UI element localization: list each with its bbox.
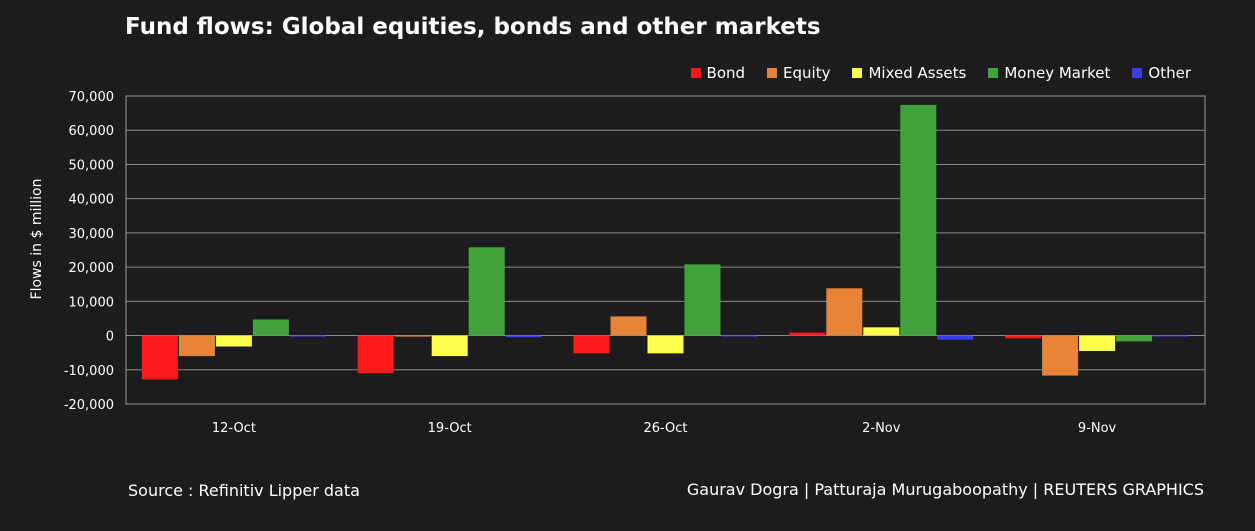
bar-money-market: [1116, 335, 1153, 342]
y-tick-label: 0: [106, 330, 114, 345]
legend-swatch: [690, 68, 701, 78]
legend-label: Money Market: [1004, 64, 1111, 82]
legend-label: Equity: [783, 64, 831, 82]
bar-other: [505, 335, 542, 338]
bar-equity: [610, 316, 647, 336]
legend-item: Equity: [767, 64, 830, 82]
y-tick-label: 20,000: [69, 261, 115, 276]
credit-line: Gaurav Dogra | Patturaja Murugaboopathy …: [686, 480, 1204, 499]
x-tick-label: 2-Nov: [862, 421, 901, 436]
bar-bond: [573, 335, 610, 354]
bar-mixed-assets: [863, 327, 900, 336]
bar-mixed-assets: [647, 335, 684, 354]
bar-other: [289, 335, 326, 337]
legend-item: Money Market: [988, 64, 1110, 82]
bar-money-market: [252, 319, 289, 336]
bar-bond: [141, 335, 178, 380]
y-axis-label: Flows in $ million: [29, 179, 45, 300]
legend-label: Mixed Assets: [868, 64, 967, 82]
bar-money-market: [684, 264, 721, 336]
source-note: Source : Refinitiv Lipper data: [128, 481, 360, 500]
bars: [141, 104, 1190, 380]
bar-mixed-assets: [1079, 335, 1116, 351]
bar-equity: [394, 335, 431, 337]
y-tick-label: 50,000: [69, 158, 115, 173]
legend-swatch: [852, 68, 863, 78]
legend-item: Other: [1132, 64, 1191, 82]
legend: Bond Equity Mixed Assets Money Market Other: [690, 64, 1191, 82]
y-tick-label: 40,000: [69, 193, 115, 208]
x-tick-label: 9-Nov: [1078, 421, 1117, 436]
y-tick-label: -20,000: [64, 398, 114, 413]
bar-bond: [357, 335, 394, 374]
x-tick-label: 12-Oct: [212, 421, 256, 436]
legend-swatch: [988, 68, 999, 78]
legend-label: Bond: [706, 64, 746, 82]
bar-money-market: [468, 247, 505, 336]
bar-equity: [1042, 335, 1079, 376]
y-tick-label: -10,000: [64, 364, 114, 379]
bar-bond: [1005, 335, 1042, 339]
bar-equity: [178, 335, 215, 357]
bar-mixed-assets: [215, 335, 252, 347]
axes: 70,000 60,000 50,000 40,000 30,000 20,000 10,0…: [64, 90, 1206, 436]
legend-label: Other: [1148, 64, 1191, 82]
bar-bond: [789, 332, 826, 336]
legend-swatch: [767, 68, 778, 78]
chart-title: Fund flows: Global equities, bonds and o…: [125, 14, 821, 40]
bar-equity: [826, 288, 863, 336]
bar-money-market: [900, 104, 937, 336]
y-tick-label: 60,000: [69, 124, 115, 139]
legend-swatch: [1132, 68, 1143, 78]
y-tick-label: 30,000: [69, 227, 115, 242]
x-tick-label: 26-Oct: [643, 421, 687, 436]
legend-item: Mixed Assets: [852, 64, 966, 82]
y-tick-label: 70,000: [69, 90, 115, 105]
x-tick-label: 19-Oct: [428, 421, 472, 436]
bar-other: [1153, 335, 1190, 337]
bar-other: [937, 335, 974, 340]
plot-frame: [125, 95, 1206, 405]
bar-mixed-assets: [431, 335, 468, 357]
bar-other: [721, 335, 758, 337]
legend-item: Bond: [690, 64, 746, 82]
y-tick-label: 10,000: [69, 295, 115, 310]
